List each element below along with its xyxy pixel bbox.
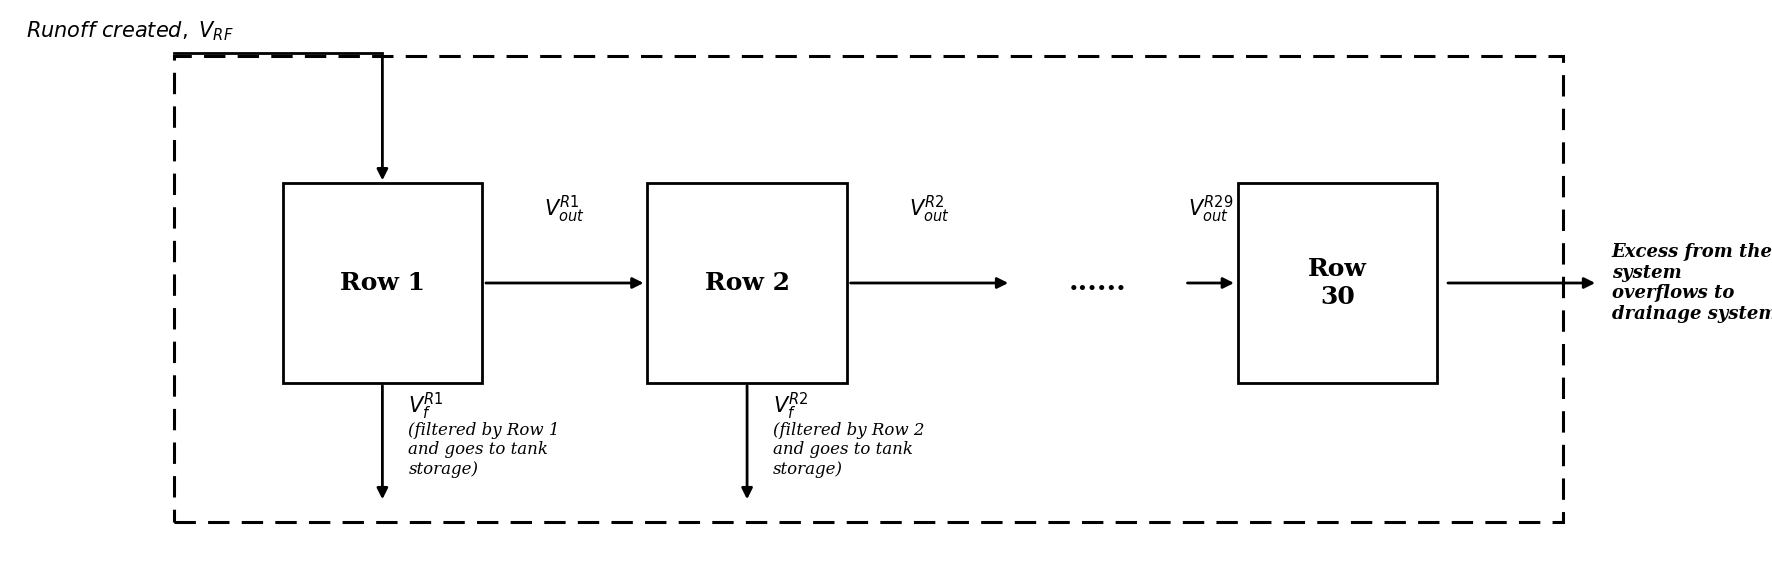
Bar <box>282 183 482 383</box>
Text: Excess from the
system
overflows to
drainage system: Excess from the system overflows to drai… <box>1613 243 1772 323</box>
Text: $\mathit{V}_{out}^{R2}$: $\mathit{V}_{out}^{R2}$ <box>909 194 950 225</box>
Text: $\mathit{V}_{out}^{R1}$: $\mathit{V}_{out}^{R1}$ <box>544 194 585 225</box>
Text: ......: ...... <box>1069 269 1127 297</box>
Text: (filtered by Row 1
and goes to tank
storage): (filtered by Row 1 and goes to tank stor… <box>408 422 560 478</box>
Text: Row 2: Row 2 <box>705 271 790 295</box>
Text: Row 1: Row 1 <box>340 271 425 295</box>
Text: $\mathit{V}_{out}^{R29}$: $\mathit{V}_{out}^{R29}$ <box>1187 194 1233 225</box>
Text: $\mathit{V}_{f}^{R1}$: $\mathit{V}_{f}^{R1}$ <box>408 391 445 422</box>
Text: (filtered by Row 2
and goes to tank
storage): (filtered by Row 2 and goes to tank stor… <box>773 422 925 478</box>
Bar <box>647 183 847 383</box>
Text: Row
30: Row 30 <box>1308 257 1366 309</box>
Bar <box>1237 183 1437 383</box>
Text: $\mathit{V}_{f}^{R2}$: $\mathit{V}_{f}^{R2}$ <box>773 391 810 422</box>
Text: $\it{Runoff\ created,\ }$$\mathit{V}_{RF}$: $\it{Runoff\ created,\ }$$\mathit{V}_{RF… <box>27 19 234 43</box>
